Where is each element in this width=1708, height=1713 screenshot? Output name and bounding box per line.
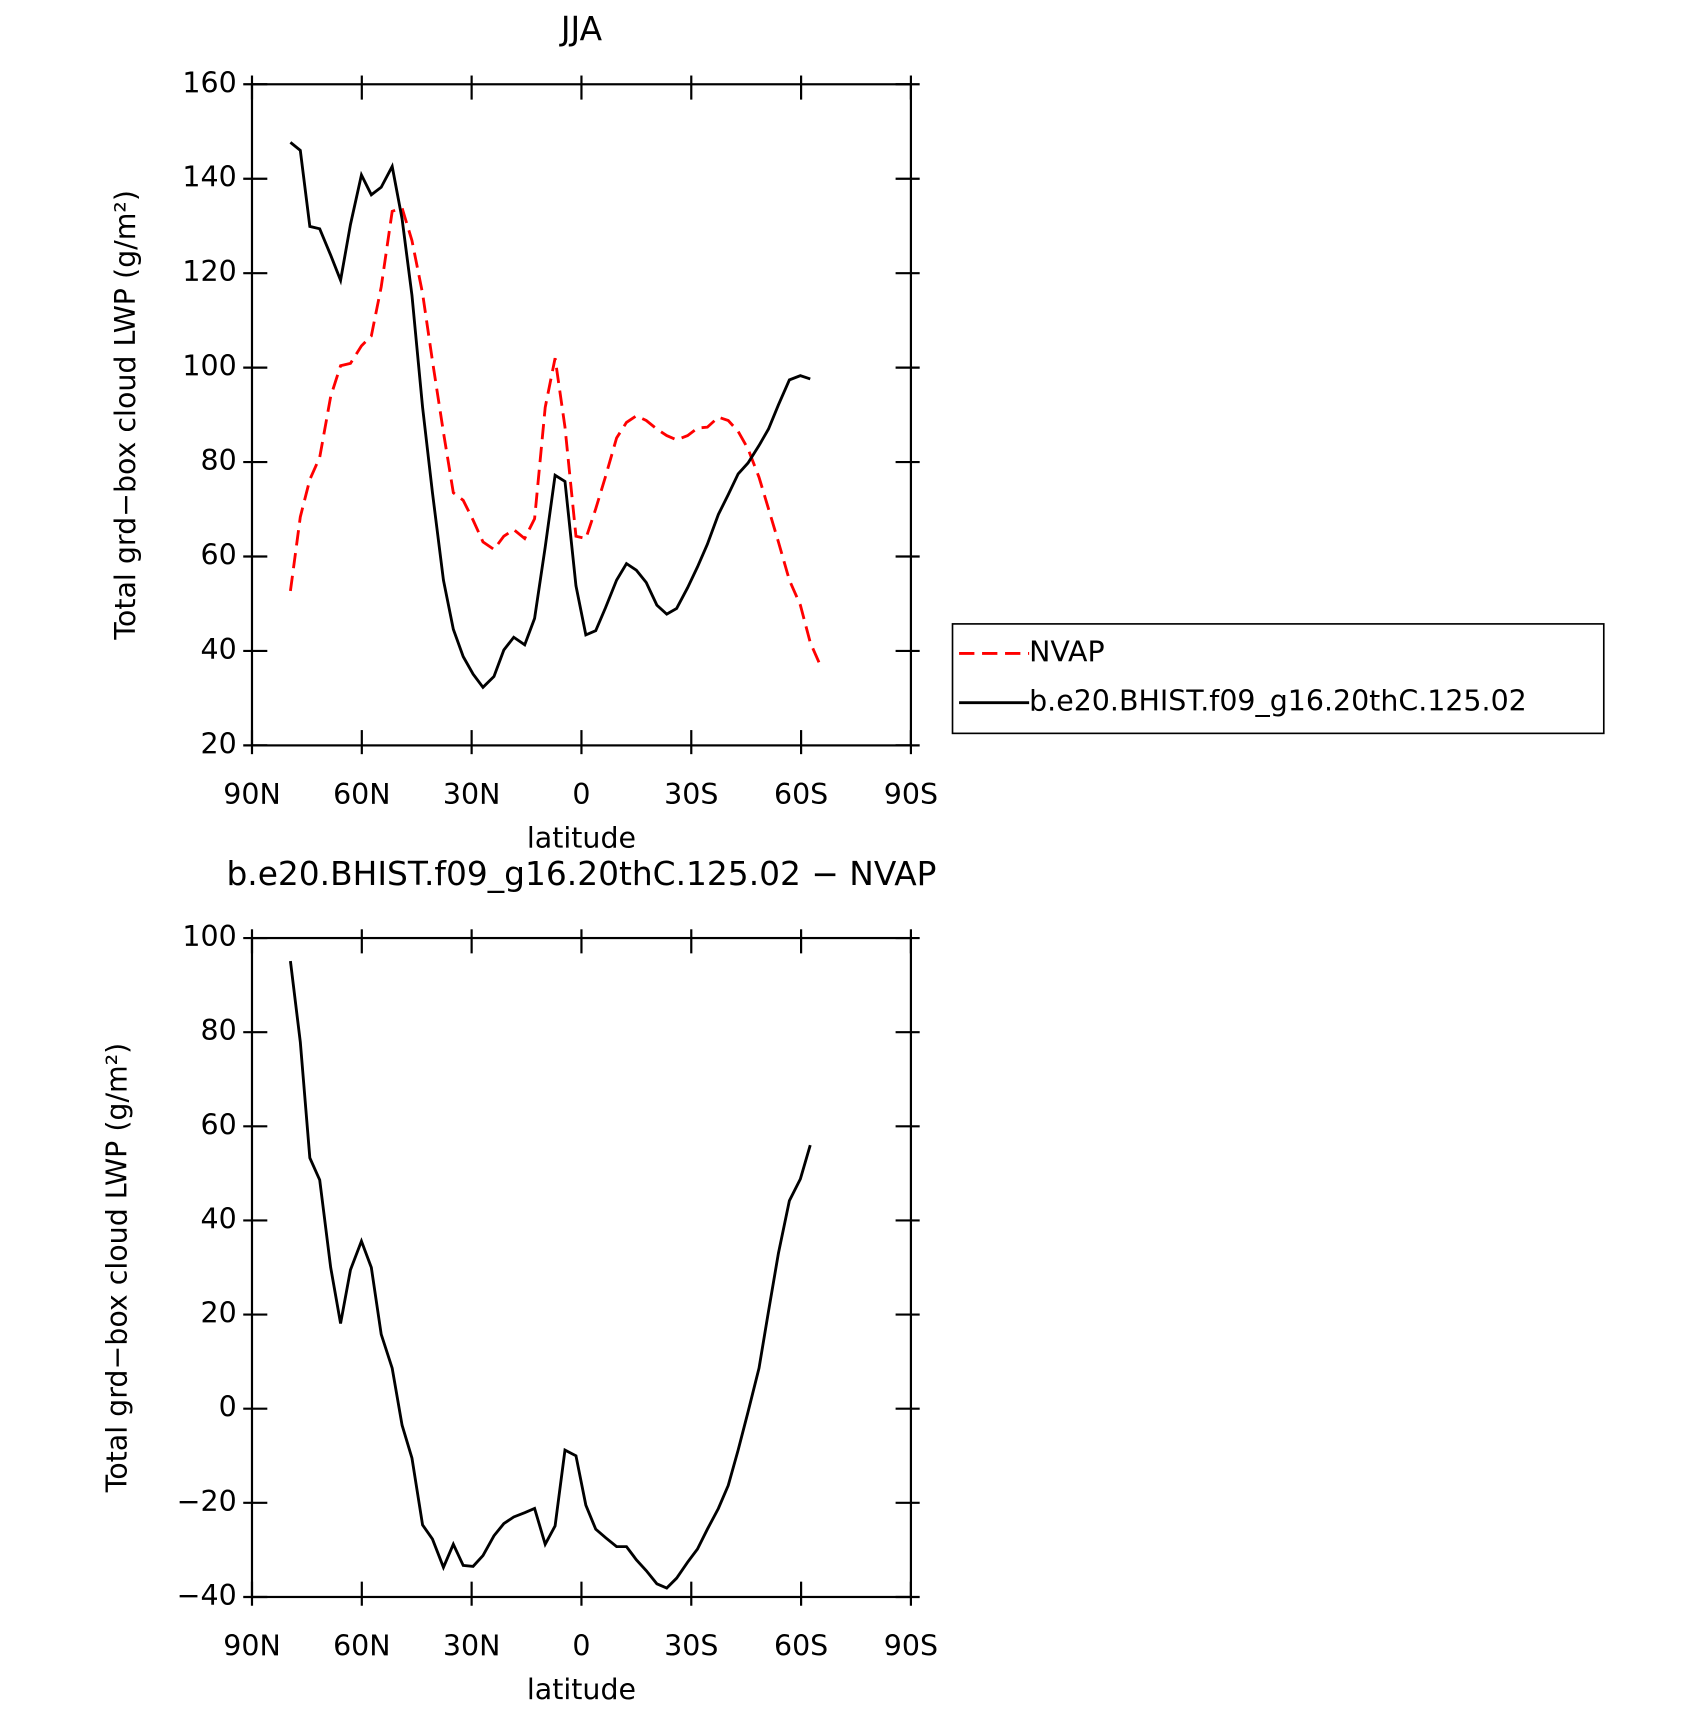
x-tick-label: 90S [884, 1629, 938, 1662]
y-tick-label: 100 [182, 920, 236, 953]
y-tick-label: 80 [200, 444, 236, 477]
x-tick-label: 60S [774, 778, 828, 811]
x-tick-label: 60S [774, 1629, 828, 1662]
x-tick-label: 90N [223, 1629, 280, 1662]
x-tick-label: 60N [333, 778, 390, 811]
y-tick-label: 120 [182, 255, 236, 288]
chart-title: b.e20.BHIST.f09_g16.20thC.125.02 − NVAP [226, 855, 936, 893]
x-tick-label: 0 [572, 778, 590, 811]
y-tick-label: −20 [177, 1485, 237, 1518]
legend-label: NVAP [1029, 635, 1105, 668]
y-axis-label: Total grd−box cloud LWP (g/m²) [109, 190, 142, 641]
y-tick-label: 60 [200, 1108, 236, 1141]
y-tick-label: 160 [182, 66, 236, 99]
x-axis-label: latitude [527, 1673, 636, 1706]
y-tick-label: 20 [200, 1297, 236, 1330]
y-tick-label: 40 [200, 1202, 236, 1235]
x-tick-label: 60N [333, 1629, 390, 1662]
legend-label: b.e20.BHIST.f09_g16.20thC.125.02 [1029, 685, 1527, 718]
x-tick-label: 90N [223, 778, 280, 811]
legend-box [951, 623, 1605, 735]
x-tick-label: 90S [884, 778, 938, 811]
data-line [289, 141, 811, 690]
y-tick-label: 140 [182, 161, 236, 194]
data-line [289, 206, 823, 669]
y-tick-label: 80 [200, 1014, 236, 1047]
x-tick-label: 30S [664, 778, 718, 811]
chart-title: JJA [559, 10, 603, 48]
y-tick-label: −40 [177, 1579, 237, 1612]
x-tick-label: 0 [572, 1629, 590, 1662]
x-axis-label: latitude [527, 822, 636, 855]
y-tick-label: 100 [182, 350, 236, 383]
x-tick-label: 30N [443, 778, 500, 811]
data-line [289, 960, 812, 1590]
y-tick-label: 40 [200, 633, 236, 666]
y-tick-label: 20 [200, 727, 236, 760]
x-tick-label: 30S [664, 1629, 718, 1662]
plot-frame [250, 83, 913, 747]
x-tick-label: 30N [443, 1629, 500, 1662]
y-axis-label: Total grd−box cloud LWP (g/m²) [100, 1043, 133, 1494]
y-tick-label: 60 [200, 539, 236, 572]
y-tick-label: 0 [219, 1391, 237, 1424]
